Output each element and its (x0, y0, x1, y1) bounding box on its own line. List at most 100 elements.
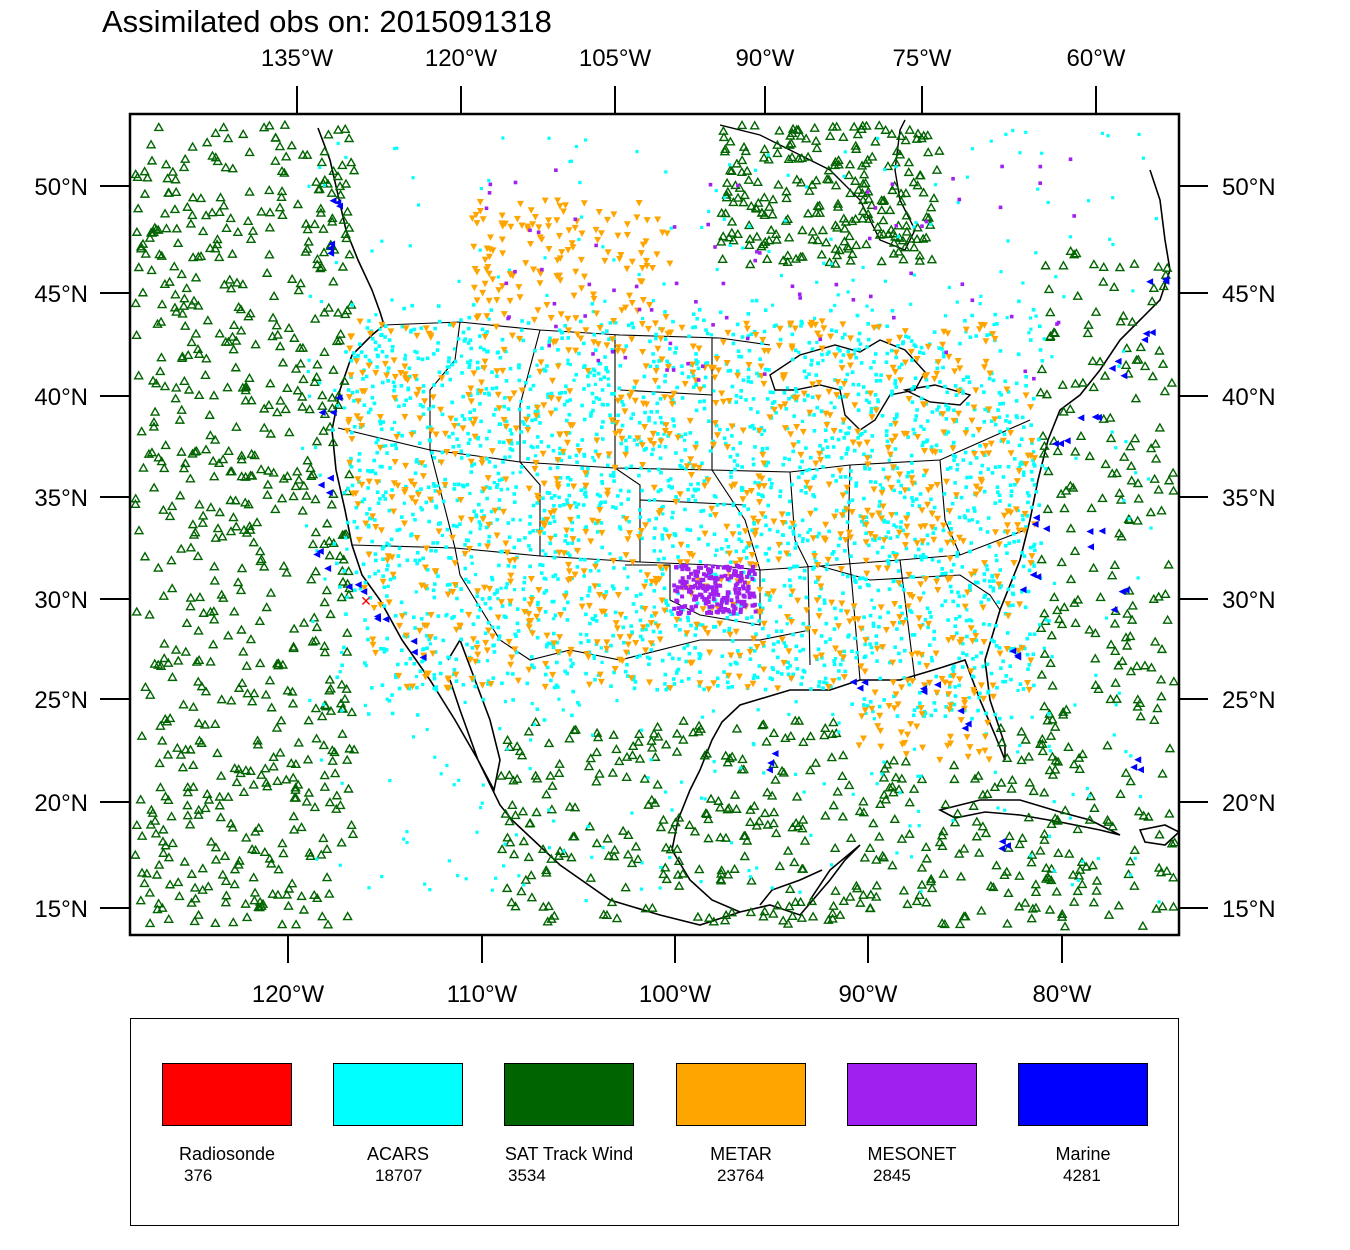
acars-marker (600, 660, 604, 665)
sat-track-wind-marker (201, 353, 212, 363)
acars-marker (615, 699, 619, 703)
sat-track-wind-marker (236, 454, 247, 464)
metar-marker (797, 451, 805, 459)
acars-marker (682, 646, 687, 650)
acars-marker (487, 429, 492, 434)
metar-marker (928, 448, 936, 456)
sat-track-wind-marker (288, 811, 299, 821)
sat-track-wind-marker (336, 592, 347, 602)
acars-marker (880, 413, 885, 418)
sat-track-wind-marker (227, 248, 238, 258)
sat-track-wind-marker (914, 250, 926, 260)
acars-marker (364, 663, 368, 668)
acars-marker (752, 426, 757, 431)
acars-marker (546, 395, 551, 400)
acars-marker (914, 344, 918, 349)
acars-marker (543, 672, 548, 677)
sat-track-wind-marker (1052, 446, 1063, 456)
acars-marker (730, 384, 735, 389)
acars-marker (558, 451, 562, 456)
acars-marker (454, 417, 458, 422)
sat-track-wind-marker (231, 421, 242, 431)
acars-marker (575, 443, 580, 447)
acars-marker (798, 465, 802, 470)
sat-track-wind-marker (761, 736, 772, 746)
acars-marker (604, 590, 609, 594)
sat-track-wind-marker (508, 775, 519, 785)
acars-marker (582, 417, 587, 422)
metar-marker (977, 476, 985, 484)
acars-marker (666, 478, 671, 483)
acars-marker (694, 382, 698, 387)
acars-marker (540, 563, 545, 568)
acars-marker (937, 346, 941, 350)
sat-track-wind-marker (1068, 759, 1080, 769)
sat-track-wind-marker (271, 722, 283, 732)
metar-marker (407, 478, 415, 486)
sat-track-wind-marker (1164, 808, 1175, 818)
acars-marker (836, 543, 841, 548)
sat-track-wind-marker (217, 454, 229, 464)
sat-track-wind-marker (648, 728, 660, 738)
acars-marker (654, 332, 658, 337)
acars-marker (702, 406, 707, 411)
sat-track-wind-marker (288, 491, 299, 501)
acars-marker (479, 419, 483, 424)
sat-track-wind-marker (1108, 281, 1120, 291)
acars-marker (344, 612, 348, 616)
metar-marker (681, 380, 689, 388)
acars-marker (970, 518, 975, 522)
sat-track-wind-marker (971, 816, 983, 826)
metar-marker (807, 510, 815, 518)
sat-track-wind-marker (304, 847, 315, 857)
sat-track-wind-marker (173, 877, 184, 887)
metar-marker (522, 416, 530, 424)
acars-marker (308, 294, 313, 298)
metar-marker (624, 641, 632, 649)
acars-marker (816, 684, 821, 688)
acars-marker (432, 595, 437, 600)
metar-marker (878, 489, 886, 497)
acars-marker (404, 484, 408, 489)
sat-track-wind-marker (928, 193, 940, 203)
metar-marker (402, 462, 410, 470)
acars-marker (637, 473, 641, 478)
acars-marker (931, 531, 936, 535)
sat-track-wind-marker (156, 299, 168, 309)
sat-track-wind-marker (926, 254, 938, 264)
sat-track-wind-marker (276, 165, 288, 176)
acars-marker (739, 389, 744, 393)
acars-marker (492, 480, 496, 485)
metar-marker (372, 369, 380, 377)
acars-marker (926, 542, 930, 546)
sat-track-wind-marker (1147, 371, 1158, 381)
acars-marker (1003, 379, 1008, 384)
acars-marker (308, 698, 312, 703)
metar-marker (884, 475, 892, 483)
sat-track-wind-marker (159, 638, 170, 648)
acars-marker (535, 435, 540, 439)
sat-track-wind-marker (318, 223, 329, 233)
acars-marker (787, 552, 792, 557)
acars-marker (1050, 655, 1054, 659)
acars-marker (921, 351, 926, 356)
metar-marker (482, 639, 490, 647)
acars-marker (843, 669, 848, 674)
sat-track-wind-marker (760, 236, 771, 246)
acars-marker (430, 451, 434, 455)
metar-marker (928, 510, 936, 518)
acars-marker (727, 626, 732, 631)
acars-marker (600, 437, 605, 441)
acars-marker (893, 447, 898, 451)
acars-marker (689, 623, 693, 628)
acars-marker (515, 607, 520, 611)
acars-marker (1033, 548, 1037, 553)
metar-marker (1000, 512, 1008, 520)
acars-marker (526, 456, 530, 461)
metar-marker (778, 636, 786, 643)
acars-marker (990, 638, 994, 642)
sat-track-wind-marker (921, 853, 933, 863)
bottom-lon-label: 90°W (839, 981, 898, 1008)
sat-track-wind-marker (200, 803, 211, 813)
acars-marker (421, 384, 426, 388)
